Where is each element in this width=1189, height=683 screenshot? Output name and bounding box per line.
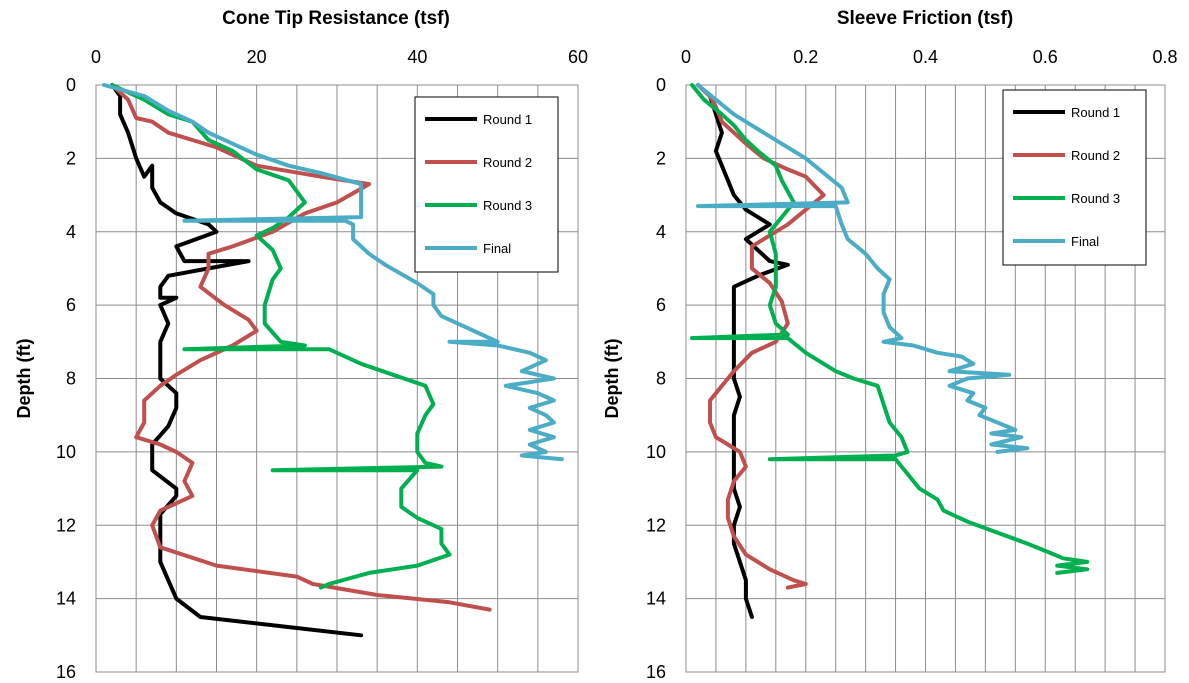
series-lines (102, 83, 564, 638)
legend-label: Round 1 (1071, 105, 1120, 120)
y-tick-label: 12 (56, 515, 76, 535)
series-lines (690, 83, 1090, 619)
x-tick-label: 0.6 (1033, 47, 1058, 67)
y-tick-label: 6 (656, 295, 666, 315)
series-line-round-3 (690, 83, 1090, 575)
legend-box (414, 96, 559, 273)
plot-frame (685, 84, 1166, 673)
y-tick-label: 10 (646, 442, 666, 462)
y-tick-label: 4 (656, 222, 666, 242)
y-tick-label: 14 (56, 589, 76, 609)
chart-title: Cone Tip Resistance (tsf) (222, 8, 450, 29)
x-tick-label: 0.4 (913, 47, 938, 67)
y-tick-label: 16 (56, 662, 76, 682)
series-line-round-1 (110, 83, 364, 638)
legend-label: Round 2 (483, 155, 532, 170)
x-tick-label: 20 (247, 47, 267, 67)
series-line-round-3 (110, 83, 452, 590)
legend-box (1002, 89, 1147, 266)
legend-label: Round 1 (483, 112, 532, 127)
plot-frame (95, 84, 579, 673)
x-tick-label: 0 (681, 47, 691, 67)
y-tick-label: 12 (646, 515, 666, 535)
chart-title: Sleeve Friction (tsf) (837, 8, 1013, 29)
sleeve-friction-chart: Sleeve Friction (tsf) 0 0.2 0.4 0.6 0.8 0 2 4 6 8… (602, 8, 1178, 682)
x-tick-label: 0 (91, 47, 101, 67)
legend-label: Final (1071, 234, 1099, 249)
legend-label: Round 3 (483, 198, 532, 213)
legend: Round 1 Round 2 Round 3 Final (414, 96, 559, 273)
y-tick-label: 8 (66, 369, 76, 389)
y-tick-label: 4 (66, 222, 76, 242)
y-tick-labels: 0 2 4 6 8 10 12 14 16 (646, 75, 666, 682)
cone-tip-resistance-chart: Cone Tip Resistance (tsf) 0 20 40 60 0 2 4 6 8 10… (14, 8, 588, 682)
y-tick-label: 8 (656, 369, 666, 389)
legend: Round 1 Round 2 Round 3 Final (1002, 89, 1147, 266)
y-tick-label: 2 (656, 148, 666, 168)
x-tick-label: 40 (407, 47, 427, 67)
y-tick-label: 0 (656, 75, 666, 95)
y-axis-label: Depth (ft) (14, 339, 34, 419)
series-line-final (696, 83, 1030, 454)
y-tick-label: 10 (56, 442, 76, 462)
y-tick-label: 14 (646, 589, 666, 609)
x-tick-labels: 0 20 40 60 (91, 47, 588, 67)
legend-label: Round 3 (1071, 191, 1120, 206)
y-tick-label: 16 (646, 662, 666, 682)
legend-label: Final (483, 241, 511, 256)
legend-label: Round 2 (1071, 148, 1120, 163)
series-line-final (102, 83, 564, 462)
x-tick-label: 0.2 (793, 47, 818, 67)
y-axis-label: Depth (ft) (602, 339, 622, 419)
y-tick-label: 6 (66, 295, 76, 315)
x-tick-label: 0.8 (1152, 47, 1177, 67)
x-tick-label: 60 (568, 47, 588, 67)
y-tick-label: 0 (66, 75, 76, 95)
y-tick-label: 2 (66, 148, 76, 168)
y-tick-labels: 0 2 4 6 8 10 12 14 16 (56, 75, 76, 682)
x-tick-labels: 0 0.2 0.4 0.6 0.8 (681, 47, 1178, 67)
